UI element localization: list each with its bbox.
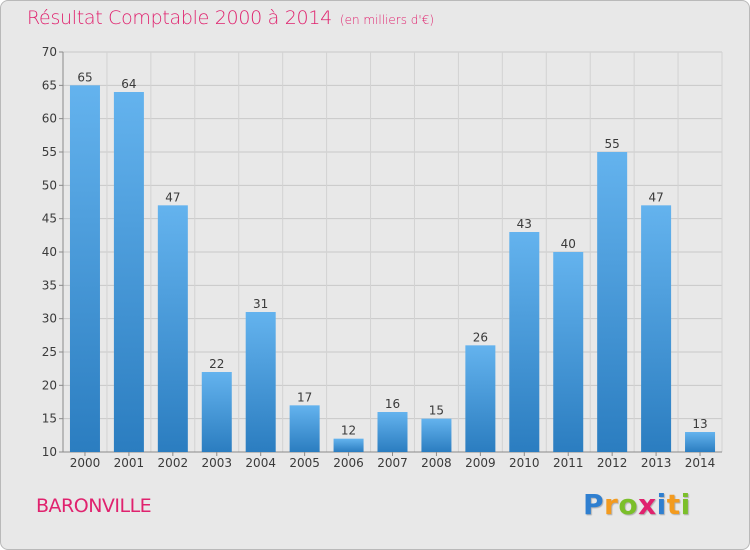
bar-2001	[113, 92, 144, 452]
y-tick-label-40: 40	[42, 245, 57, 259]
logo-letter: x	[638, 488, 657, 521]
y-tick-label-30: 30	[42, 312, 57, 326]
x-tick-label-2000: 2000	[70, 456, 101, 470]
data-label-2007: 16	[385, 397, 400, 411]
x-tick-label-2005: 2005	[289, 456, 320, 470]
data-label-2005: 17	[297, 390, 312, 404]
y-tick-label-15: 15	[42, 412, 57, 426]
bar-2003	[201, 372, 232, 452]
y-tick-label-35: 35	[42, 278, 57, 292]
y-tick-label-25: 25	[42, 345, 57, 359]
x-tick-label-2006: 2006	[333, 456, 364, 470]
data-labels: 65 64 47 22 31 17 12 16 15 26 43 40 55 47 13	[77, 70, 707, 437]
bar-2007	[377, 412, 408, 452]
logo-letter: r	[604, 488, 619, 521]
x-tick-label-2001: 2001	[114, 456, 145, 470]
bar-2011	[553, 252, 584, 452]
bar-2009	[465, 345, 496, 452]
data-label-2013: 47	[648, 190, 663, 204]
bar-2008	[421, 418, 452, 452]
chart-title-text: Résultat Comptable 2000 à 2014	[27, 7, 332, 29]
bar-2014	[685, 432, 716, 452]
y-tick-label-70: 70	[42, 45, 57, 59]
y-tick-label-20: 20	[42, 378, 57, 392]
data-label-2008: 15	[429, 404, 444, 418]
x-tick-label-2002: 2002	[158, 456, 189, 470]
y-tick-label-60: 60	[42, 112, 57, 126]
y-tick-label-55: 55	[42, 145, 57, 159]
x-tick-labels: 2000 2001 2002 2003 2004 2005 2006 2007 2008 2009…	[70, 456, 716, 470]
bar-2004	[245, 312, 276, 452]
x-tick-label-2007: 2007	[377, 456, 408, 470]
data-label-2000: 65	[77, 70, 92, 84]
x-tick-label-2013: 2013	[641, 456, 672, 470]
logo-letter: i	[680, 488, 691, 521]
chart-subtitle: (en milliers d'€)	[339, 13, 435, 27]
y-tick-label-45: 45	[42, 212, 57, 226]
data-label-2014: 13	[692, 417, 707, 431]
data-label-2002: 47	[165, 190, 180, 204]
x-tick-label-2010: 2010	[509, 456, 540, 470]
y-tick-labels: 10 15 20 25 30 35 40 45 50 55 60 65 70	[42, 45, 57, 459]
bars	[69, 85, 716, 452]
data-label-2010: 43	[517, 217, 532, 231]
bar-2005	[289, 405, 320, 452]
bar-2012	[597, 152, 628, 452]
data-label-2009: 26	[473, 330, 488, 344]
commune-name: BARONVILLE	[36, 495, 152, 517]
y-tick-label-50: 50	[42, 178, 57, 192]
bar-2010	[509, 232, 540, 452]
x-tick-label-2004: 2004	[245, 456, 276, 470]
bar-2013	[641, 205, 672, 452]
proxiti-logo: Proxiti	[583, 488, 691, 521]
data-label-2006: 12	[341, 424, 356, 438]
bar-2002	[157, 205, 188, 452]
bar-2000	[69, 85, 100, 452]
x-tick-label-2008: 2008	[421, 456, 452, 470]
x-tick-label-2012: 2012	[597, 456, 628, 470]
logo-letter: P	[583, 488, 605, 521]
x-tick-label-2009: 2009	[465, 456, 496, 470]
logo-letter: i	[656, 488, 667, 521]
x-tick-label-2003: 2003	[201, 456, 232, 470]
chart-title: Résultat Comptable 2000 à 2014 (en millie…	[27, 7, 434, 29]
data-label-2004: 31	[253, 297, 268, 311]
x-tick-label-2011: 2011	[553, 456, 584, 470]
y-tick-label-10: 10	[42, 445, 57, 459]
data-label-2011: 40	[561, 237, 576, 251]
y-tick-label-65: 65	[42, 78, 57, 92]
data-label-2001: 64	[121, 77, 136, 91]
logo-letter: o	[618, 488, 639, 521]
x-tick-label-2014: 2014	[685, 456, 716, 470]
data-label-2003: 22	[209, 357, 224, 371]
data-label-2012: 55	[605, 137, 620, 151]
bar-2006	[333, 438, 364, 452]
logo-letter: t	[666, 488, 681, 521]
